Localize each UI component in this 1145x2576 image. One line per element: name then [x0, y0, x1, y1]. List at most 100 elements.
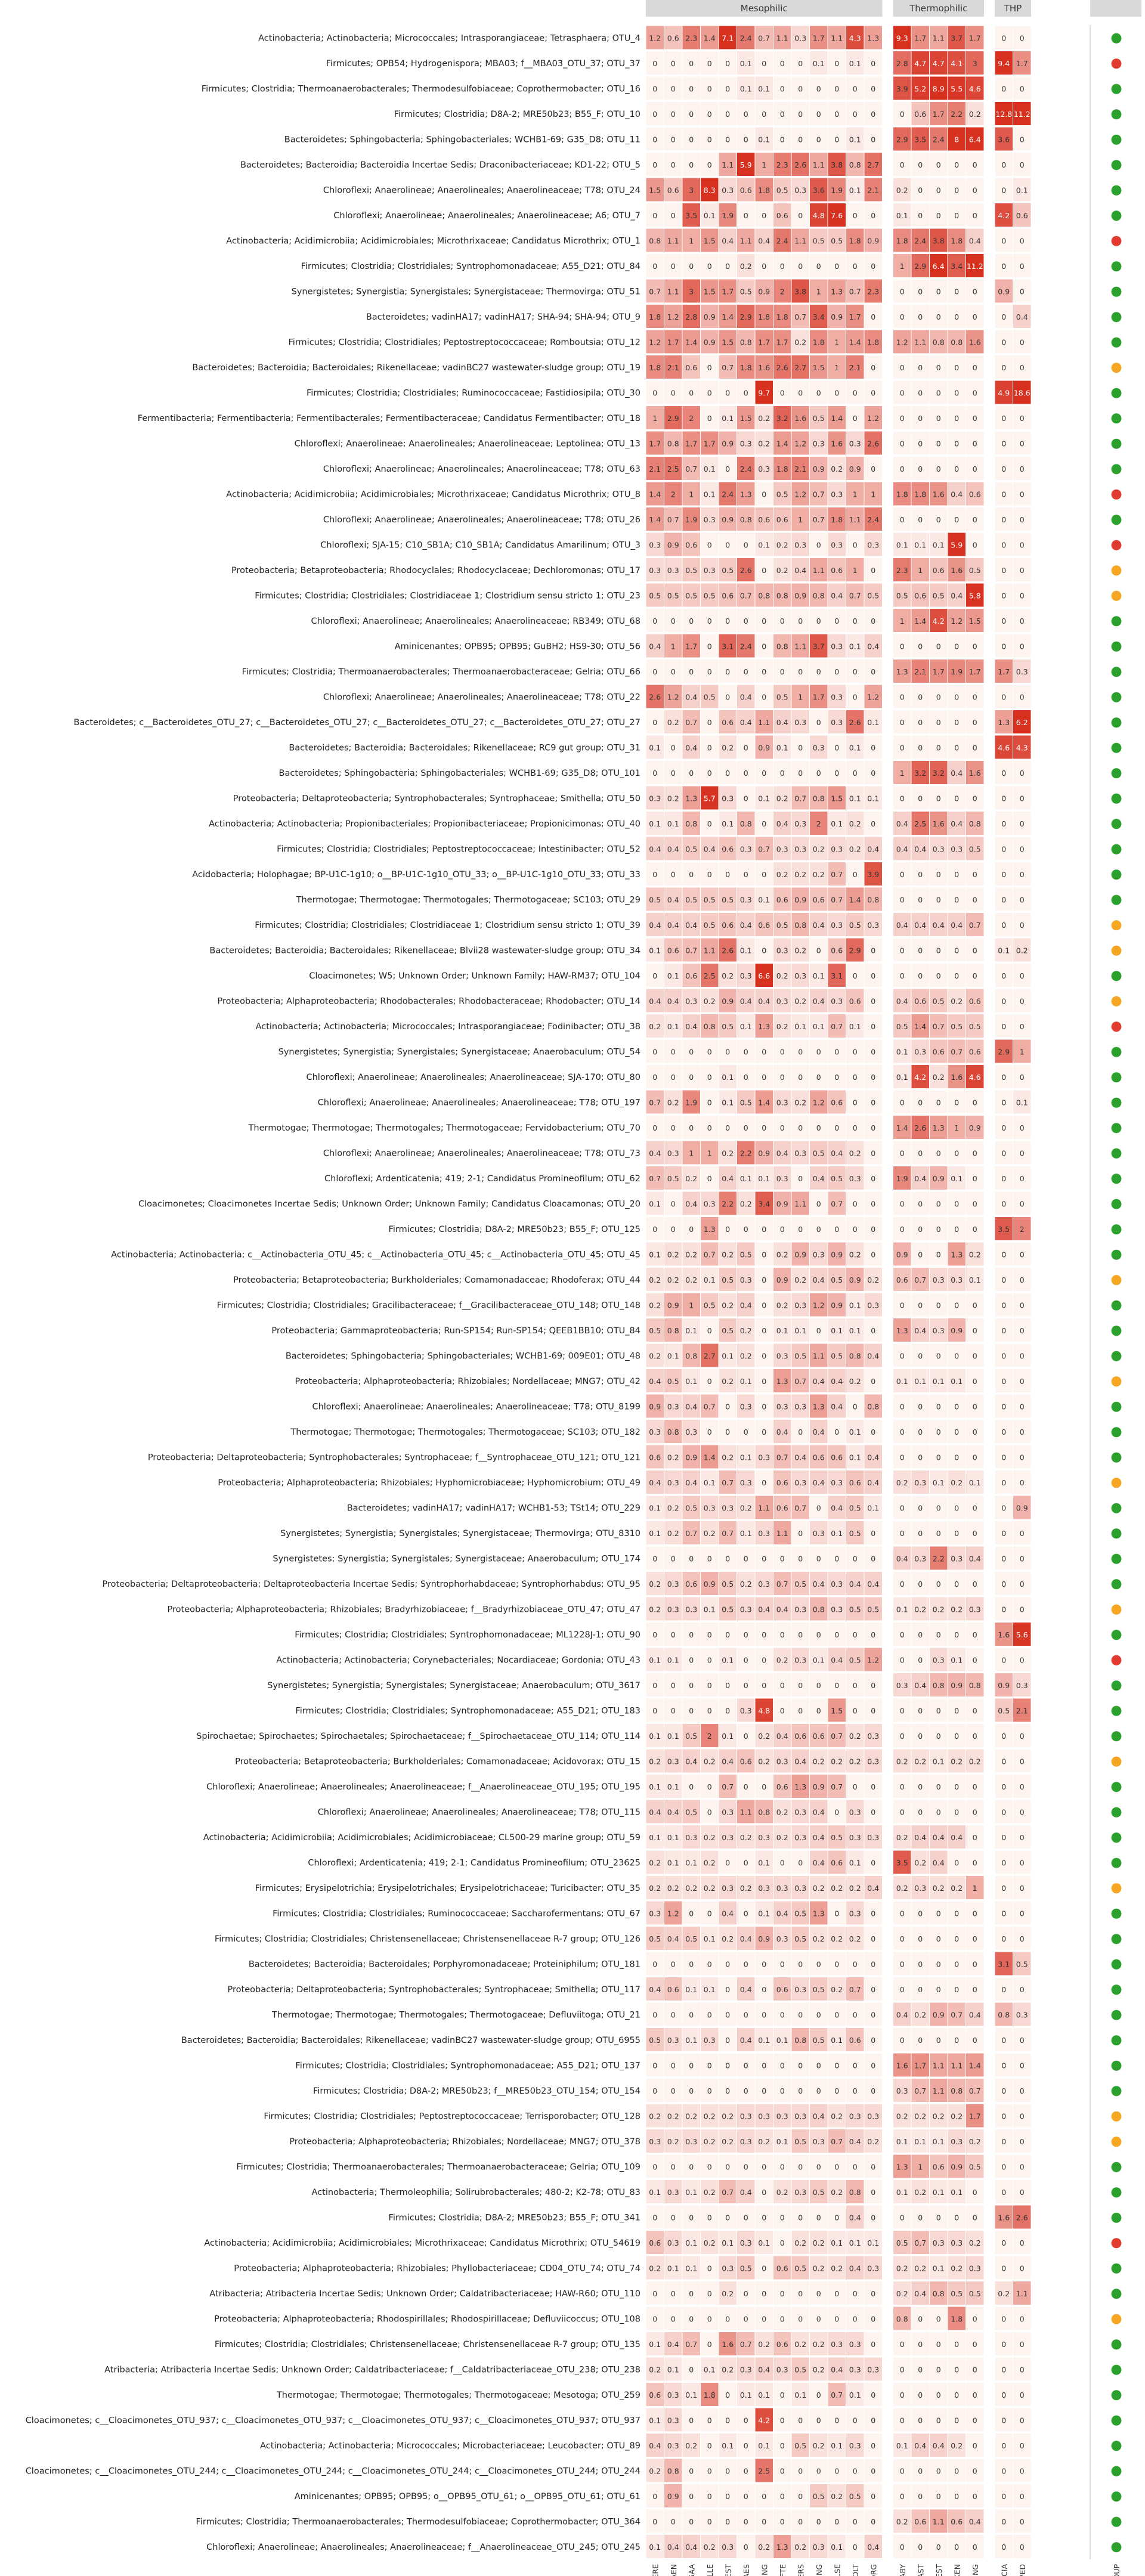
cell-value: 0 — [1001, 515, 1006, 524]
cell-value: 0 — [918, 1503, 923, 1512]
heatmap-cell — [911, 127, 929, 151]
cell-value: 0 — [834, 617, 839, 626]
cell-value: 0.4 — [740, 1985, 752, 1994]
cell-value: 0.2 — [704, 2188, 716, 2197]
cell-value: 0.5 — [794, 2264, 806, 2272]
cell-value: 0 — [871, 819, 875, 828]
heatmap-cell — [646, 305, 664, 328]
cell-value: 0.1 — [722, 1098, 734, 1107]
heatmap-cell — [846, 431, 864, 455]
cell-value: 0 — [900, 1453, 905, 1462]
cell-value: 0 — [1020, 1807, 1025, 1816]
cell-value: 0.2 — [794, 338, 806, 346]
heatmap-cell — [719, 431, 736, 455]
cell-value: 0 — [707, 2289, 712, 2298]
cell-value: 0 — [1020, 2188, 1025, 2197]
cell-value: 1 — [689, 490, 694, 499]
cell-value: 0.7 — [914, 2086, 926, 2095]
cell-value: 0 — [973, 1580, 977, 1589]
cell-value: 0.4 — [722, 1757, 734, 1766]
cell-value: 0.4 — [685, 1478, 697, 1487]
cell-value: 0.2 — [704, 1757, 716, 1766]
cell-value: 0 — [954, 465, 959, 473]
cell-value: 0 — [798, 1706, 803, 1715]
cell-value: 1.3 — [758, 1022, 770, 1031]
heatmap-cell — [682, 254, 700, 277]
cell-value: 0.8 — [794, 921, 806, 930]
cell-value: 0.6 — [813, 1453, 825, 1462]
cell-value: 0 — [707, 1681, 712, 1690]
cell-value: 0.2 — [831, 2264, 843, 2272]
cell-value: 0.9 — [867, 236, 879, 245]
cell-value: 0.1 — [849, 1301, 861, 1309]
cell-value: 0 — [900, 439, 905, 448]
cell-value: 0.4 — [831, 1148, 843, 1157]
cell-value: 0.6 — [722, 718, 734, 727]
cell-value: 0 — [689, 2213, 694, 2222]
cell-value: 0 — [834, 1909, 839, 1918]
cell-value: 0 — [834, 1123, 839, 1132]
cell-value: 0.8 — [649, 236, 661, 245]
cell-value: 0.1 — [867, 2238, 879, 2247]
patogroup-dot — [1111, 33, 1122, 44]
cell-value: 0.3 — [831, 718, 843, 727]
patogroup-dot — [1111, 2364, 1122, 2375]
cell-value: 0.6 — [896, 1275, 908, 1284]
heatmap-cell — [737, 355, 755, 379]
cell-value: 0.7 — [685, 1529, 697, 1538]
cell-value: 0 — [900, 1428, 905, 1436]
cell-value: 0 — [936, 465, 941, 473]
heatmap-cell — [719, 203, 736, 227]
heatmap-cell — [682, 153, 700, 176]
heatmap-cell — [864, 431, 882, 455]
cell-value: 1.2 — [867, 414, 879, 423]
heatmap-cell — [737, 127, 755, 151]
cell-value: 0 — [936, 1732, 941, 1741]
cell-value: 0 — [1020, 1884, 1025, 1893]
cell-value: 0.5 — [813, 1148, 825, 1157]
heatmap-cell — [773, 76, 791, 100]
cell-value: 0.3 — [849, 2365, 861, 2374]
cell-value: 0.2 — [849, 844, 861, 853]
cell-value: 0.4 — [794, 1453, 806, 1462]
heatmap-cell — [864, 178, 882, 202]
cell-value: 0 — [652, 2517, 657, 2526]
heatmap-cell — [682, 279, 700, 303]
cell-value: 0.3 — [667, 566, 679, 575]
cell-value: 0 — [689, 1073, 694, 1082]
cell-value: 0 — [816, 1073, 821, 1082]
cell-value: 0 — [1001, 1554, 1006, 1563]
cell-value: 0 — [1001, 1402, 1006, 1411]
cell-value: 0.6 — [914, 110, 926, 119]
row-label: Firmicutes; Clostridia; D8A-2; MRE50b23;… — [394, 110, 640, 119]
cell-value: 1.2 — [896, 338, 908, 346]
cell-value: 0.3 — [1016, 2010, 1028, 2019]
patogroup-dot — [1111, 337, 1122, 348]
cell-value: 0 — [1020, 1275, 1025, 1284]
cell-value: 0 — [1020, 2340, 1025, 2349]
cell-value: 0 — [707, 1655, 712, 1664]
heatmap-cell — [791, 228, 809, 252]
heatmap-cell — [864, 330, 882, 354]
cell-value: 0 — [816, 2416, 821, 2425]
cell-value: 0.3 — [740, 2365, 752, 2374]
cell-value: 0 — [1020, 2036, 1025, 2045]
cell-value: 0 — [973, 515, 977, 524]
cell-value: 0.3 — [740, 971, 752, 980]
cell-value: 0.4 — [914, 1833, 926, 1842]
heatmap-cell — [719, 279, 736, 303]
cell-value: 0 — [853, 1047, 858, 1056]
cell-value: 0 — [1020, 338, 1025, 346]
cell-value: 0.2 — [831, 2188, 843, 2197]
cell-value: 0.2 — [667, 1275, 679, 1284]
cell-value: 1.5 — [704, 287, 716, 296]
heatmap-cell — [846, 305, 864, 328]
cell-value: 0.3 — [794, 1478, 806, 1487]
cell-value: 0 — [834, 59, 839, 68]
cell-value: 0.5 — [722, 1580, 734, 1589]
cell-value: 0.7 — [740, 2340, 752, 2349]
cell-value: 0 — [871, 1326, 875, 1335]
cell-value: 0 — [798, 2466, 803, 2475]
cell-value: 0.4 — [1016, 312, 1028, 321]
